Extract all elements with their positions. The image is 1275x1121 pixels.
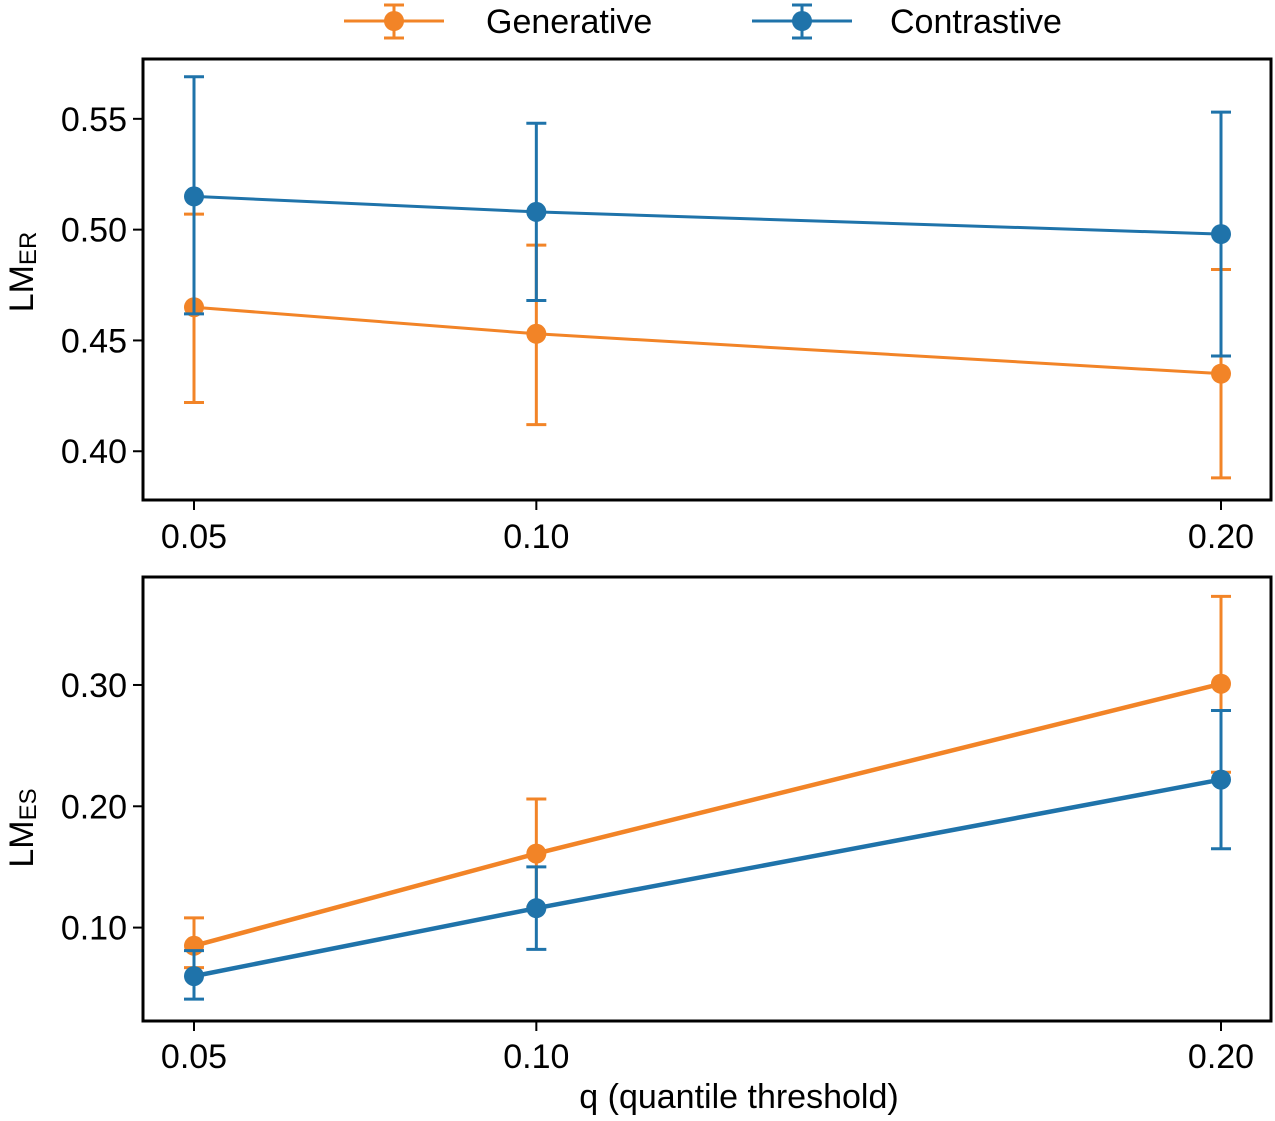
plot-frame [141,57,1273,502]
legend-marker [792,11,812,31]
data-point [526,898,547,919]
y-tick-label: 0.20 [61,788,127,826]
legend-item-contrastive: Contrastive [752,3,1062,41]
y-tick-label: 0.45 [61,322,127,360]
x-tick-label: 0.20 [1188,518,1254,556]
x-tick-label: 0.05 [161,1038,227,1076]
y-axis-label-subscript: ER [15,232,42,265]
data-point [184,186,204,207]
series-contrastive [184,75,1231,358]
legend-label: Generative [486,3,652,41]
x-tick-label: 0.10 [503,1038,569,1076]
series-line [193,194,1222,236]
series-line [193,681,1222,948]
y-tick-label: 0.30 [61,667,127,705]
chart-lm-es: 0.10 0.20 0.30 0.05 0.10 0.20 LMES q (quantile … [3,575,1273,1116]
y-tick-label: 0.50 [61,212,127,250]
legend: Generative Contrastive [344,3,1062,41]
series-generative [184,594,1231,970]
y-axis-label-subscript: ES [15,788,42,820]
y-axis-label-main: LM [3,820,41,867]
series-generative [184,212,1231,480]
y-tick-label: 0.55 [61,101,127,139]
series-contrastive [184,708,1231,1001]
legend-marker [384,11,404,31]
data-point [526,843,547,864]
y-tick-label: 0.40 [61,433,127,471]
y-axis-label: LMER [3,232,42,313]
x-tick-label: 0.10 [503,518,569,556]
legend-item-generative: Generative [344,3,652,41]
y-tick-label: 0.10 [61,910,127,948]
data-point [526,323,547,344]
y-axis-label-main: LM [3,265,41,312]
series-line [193,305,1222,376]
data-point [1211,224,1231,245]
legend-label: Contrastive [890,3,1062,41]
x-axis-label: q (quantile threshold) [579,1078,898,1116]
data-point [1211,363,1231,384]
data-point [1211,769,1231,790]
data-point [184,966,204,987]
y-axis-label: LMES [3,788,42,867]
data-point [1211,673,1231,694]
data-point [526,201,547,222]
plot-frame [141,575,1273,1023]
x-tick-label: 0.20 [1188,1038,1254,1076]
x-tick-label: 0.05 [161,518,227,556]
chart-lm-er: 0.40 0.45 0.50 0.55 0.05 0.10 0.20 LMER [3,57,1273,556]
